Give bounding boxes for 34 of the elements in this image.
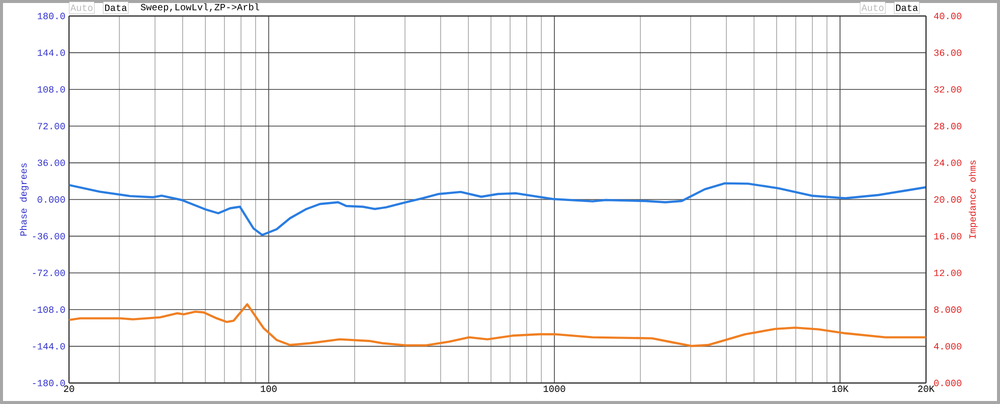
y-tick-label: 0.000 xyxy=(38,196,65,203)
y2-tick-label: 28.00 xyxy=(934,122,962,130)
chart-title: Sweep,LowLvl,ZP->Arbl xyxy=(140,3,260,12)
text: Auto xyxy=(861,4,884,11)
x-tick-label: 20 xyxy=(64,386,74,392)
y-tick-label: 36.00 xyxy=(38,160,65,166)
x-tick-label: 20K xyxy=(918,386,935,392)
y2-tick-label: 12.00 xyxy=(934,270,962,276)
y-tick-label: 180.0 xyxy=(38,12,65,20)
y-tick-label: -36.00 xyxy=(32,232,65,240)
y-tick-label: -108.0 xyxy=(32,306,65,313)
text: Data xyxy=(105,4,127,11)
y2-tick-label: 20.00 xyxy=(934,196,962,203)
y2-tick-label: 24.00 xyxy=(934,160,962,166)
y2-axis-title: Impedance ohms xyxy=(968,160,978,238)
x-tick-label: 100 xyxy=(260,386,277,392)
y2-tick-label: 16.00 xyxy=(934,232,962,240)
y2-tick-label: 8.000 xyxy=(934,306,962,313)
y2-tick-label: 4.000 xyxy=(934,343,962,350)
y2-tick-label: 32.00 xyxy=(934,86,962,93)
y-tick-label: 108.0 xyxy=(38,86,65,93)
x-tick-label: 10K xyxy=(832,386,849,392)
y-tick-label: 144.0 xyxy=(38,49,65,56)
y-tick-label: -144.0 xyxy=(32,343,65,350)
y-tick-label: -72.00 xyxy=(32,270,65,276)
y-axis-title: Phase degrees xyxy=(20,163,29,236)
text: Data xyxy=(896,4,918,11)
y2-tick-label: 36.00 xyxy=(934,49,962,56)
y-tick-label: 72.00 xyxy=(38,122,65,130)
y-tick-label: -180.0 xyxy=(32,380,65,386)
text: Auto xyxy=(70,4,93,11)
y2-tick-label: 0.000 xyxy=(934,380,962,386)
x-tick-label: 1000 xyxy=(544,386,566,392)
y2-tick-label: 40.00 xyxy=(934,12,962,20)
